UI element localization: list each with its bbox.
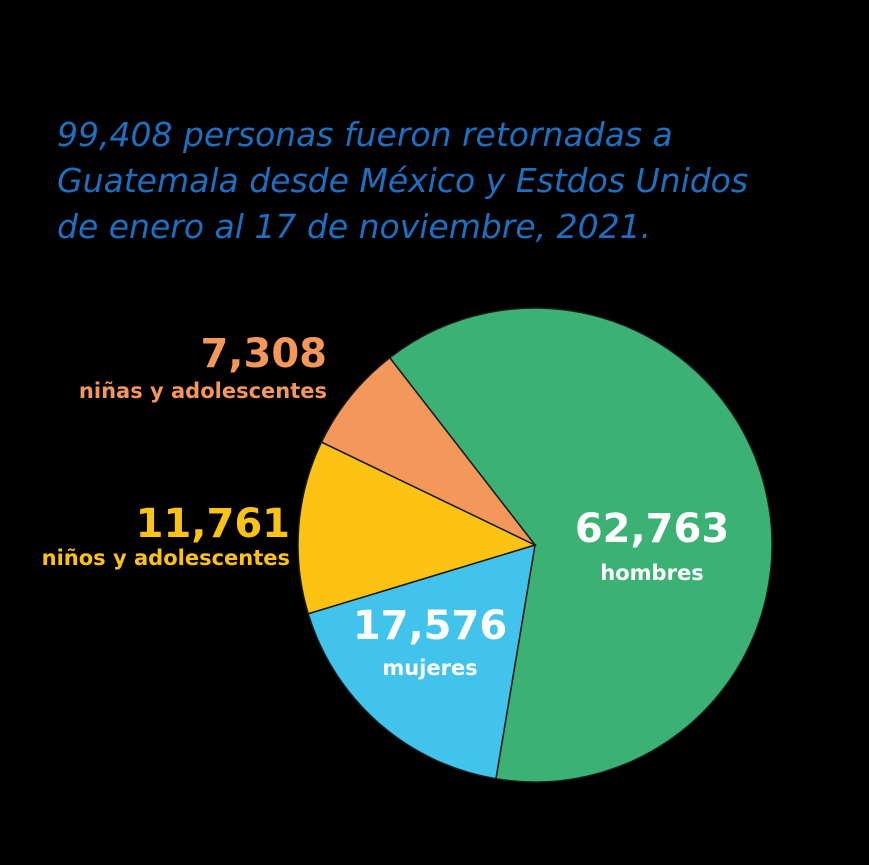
pie-slice bbox=[320, 356, 536, 546]
chart-title: 99,408 personas fueron retornadas a Guat… bbox=[57, 115, 749, 246]
value-label: 62,763 bbox=[575, 506, 729, 552]
pie-slice bbox=[297, 441, 538, 615]
category-label: hombres bbox=[600, 561, 703, 585]
value-label: 17,576 bbox=[353, 603, 507, 649]
category-label: mujeres bbox=[382, 656, 477, 680]
pie-slice bbox=[307, 543, 536, 780]
value-label: 7,308 bbox=[200, 331, 327, 377]
category-label: niños y adolescentes bbox=[42, 546, 290, 570]
pie-slice bbox=[388, 307, 773, 783]
category-label: niñas y adolescentes bbox=[79, 379, 327, 403]
value-label: 11,761 bbox=[136, 501, 290, 547]
